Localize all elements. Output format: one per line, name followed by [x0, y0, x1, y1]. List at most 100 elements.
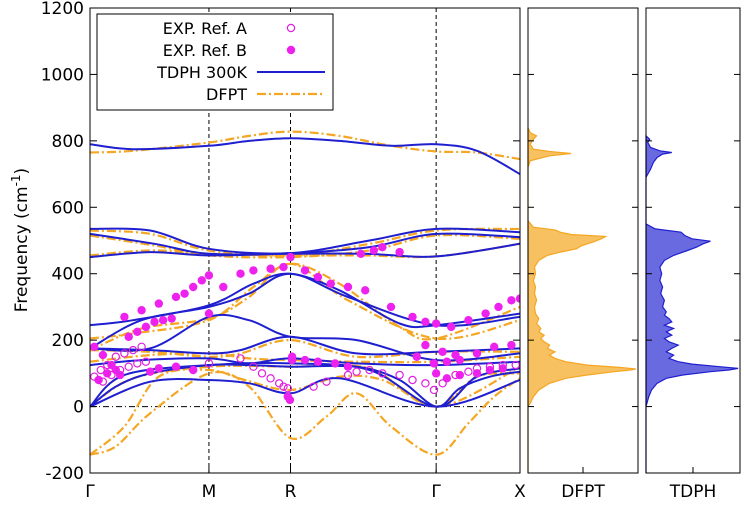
exp-b-point: [219, 282, 228, 292]
kpoint-label: Γ: [431, 482, 441, 502]
exp-b-point: [236, 269, 245, 278]
exp-a-point: [511, 360, 520, 370]
exp-a-point: [498, 360, 507, 370]
exp-b-point: [137, 306, 146, 315]
y-tick-label: 400: [52, 265, 84, 285]
dfpt-branch: [90, 370, 520, 456]
exp-b-point: [287, 352, 297, 361]
exp-b-point: [204, 271, 214, 280]
exp-a-point: [204, 359, 214, 368]
legend-label: DFPT: [206, 85, 247, 104]
exp-b-point: [490, 342, 499, 351]
exp-b-point: [285, 395, 295, 405]
exp-b-point: [180, 289, 189, 298]
kpoint-label: X: [514, 482, 526, 502]
y-tick-label: 1000: [41, 65, 84, 85]
exp-a-point: [395, 370, 404, 380]
exp-a-point: [236, 354, 245, 363]
main-frame: [89, 7, 521, 474]
curves-group: [90, 130, 520, 456]
exp-b-point: [146, 367, 155, 376]
exp-b-point: [189, 282, 198, 292]
exp-b-point: [313, 357, 323, 366]
exp-a-point: [352, 367, 361, 376]
exp-b-point: [94, 375, 103, 385]
kpoint-label: M: [202, 482, 217, 502]
exp-b-point: [141, 322, 151, 332]
exp-a-point: [378, 369, 387, 378]
legend-label: TDPH 300K: [156, 63, 247, 82]
exp-b-point: [124, 332, 133, 342]
exp-a-point: [141, 357, 151, 366]
exp-b-point: [494, 302, 503, 312]
exp-b-point: [429, 359, 439, 368]
tdph-branch: [90, 363, 520, 408]
exp-a-point: [98, 377, 108, 386]
y-axis-label: Frequency (cm-1): [9, 168, 32, 312]
exp-b-point: [361, 286, 370, 295]
dos-dfpt-label: DFPT: [561, 482, 605, 502]
y-axis-label-close: ): [12, 168, 32, 175]
exp-b-point: [103, 369, 112, 378]
kpoint-label: Γ: [85, 482, 95, 502]
exp-b-point: [447, 322, 456, 332]
legend-label: EXP. Ref. B: [163, 41, 247, 60]
exp-b-point: [431, 319, 441, 328]
exp-b-point: [167, 314, 176, 323]
exp-b-point: [438, 347, 447, 356]
exp-b-point: [154, 299, 163, 308]
y-axis-label-sup: -1: [9, 174, 23, 186]
exp-a-point: [464, 367, 473, 376]
exp-b-point: [171, 292, 181, 302]
exp-b-point: [515, 294, 520, 303]
exp-b-point: [158, 316, 168, 325]
exp-a-point: [421, 379, 430, 388]
exp-b-point: [386, 302, 396, 312]
exp-b-point: [412, 352, 421, 361]
tdph-branch: [90, 137, 520, 175]
exp-b-point: [300, 355, 310, 365]
exp-a-point: [283, 384, 292, 393]
exp-b-point: [507, 296, 516, 305]
exp-b-point: [204, 309, 214, 318]
y-tick-label: 1200: [41, 0, 84, 19]
exp-a-point: [133, 359, 142, 368]
exp-b-point: [286, 252, 295, 262]
exp-b-point: [442, 357, 452, 366]
exp-a-point: [249, 362, 258, 371]
y-tick-label: 0: [73, 398, 84, 418]
exp-a-point: [257, 369, 267, 378]
exp-b-point: [330, 359, 340, 368]
dfpt-branch: [90, 262, 520, 341]
exp-b-point: [455, 370, 464, 380]
exp-a-point: [408, 375, 417, 385]
exp-b-point: [300, 266, 310, 275]
exp-b-point: [249, 266, 258, 275]
exp-b-point: [133, 327, 142, 337]
exp-a-point: [451, 370, 460, 380]
kpoint-label: R: [285, 482, 297, 502]
exp-b-point: [451, 350, 460, 360]
dos-tdph-label: TDPH: [669, 482, 717, 502]
exp-a-point: [96, 365, 105, 375]
dispersion-panel: -200 0 200 400 600 800 1000 1200 Frequency (cm-1…: [9, 0, 526, 502]
exp-b-point: [378, 242, 387, 252]
exp-a-point: [266, 374, 275, 383]
exp-b-point: [154, 364, 163, 373]
exp-b-point: [189, 365, 198, 375]
exp-a-point: [115, 365, 125, 375]
tdph-branch: [90, 377, 520, 408]
exp-b-point: [395, 247, 404, 257]
exp-b-point: [313, 272, 323, 282]
exp-b-point: [507, 340, 516, 350]
dfpt-branch: [90, 368, 520, 456]
exp-b-point: [481, 309, 490, 318]
exp-b-point: [90, 342, 99, 351]
exp-b-point: [98, 350, 108, 360]
exp-b-point: [442, 374, 452, 383]
dfpt-branch: [90, 130, 520, 161]
exp-b-point: [279, 262, 288, 272]
exp-b-point: [421, 340, 430, 350]
dfpt-branch: [90, 262, 520, 352]
